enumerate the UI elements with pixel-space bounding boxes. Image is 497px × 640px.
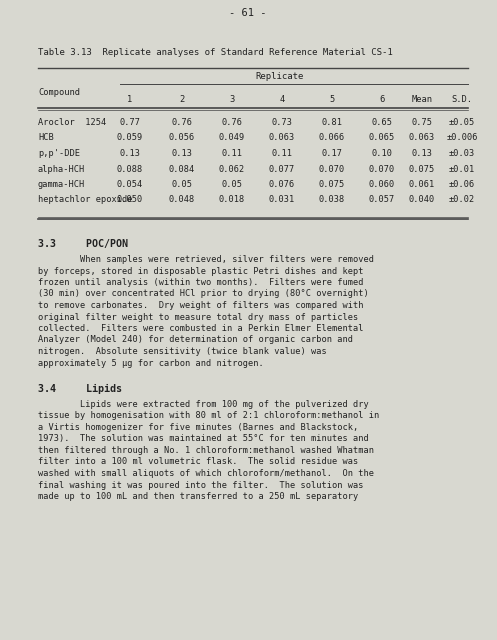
Text: 0.060: 0.060 [369,180,395,189]
Text: 0.050: 0.050 [117,195,143,205]
Text: heptachlor epoxide: heptachlor epoxide [38,195,133,205]
Text: ±0.06: ±0.06 [449,180,475,189]
Text: p,p'-DDE: p,p'-DDE [38,149,80,158]
Text: gamma-HCH: gamma-HCH [38,180,85,189]
Text: 0.76: 0.76 [222,118,243,127]
Text: 3: 3 [230,95,235,104]
Text: Lipids were extracted from 100 mg of the pulverized dry: Lipids were extracted from 100 mg of the… [38,400,369,409]
Text: ±0.03: ±0.03 [449,149,475,158]
Text: 0.05: 0.05 [171,180,192,189]
Text: 0.070: 0.070 [319,164,345,173]
Text: 0.018: 0.018 [219,195,245,205]
Text: (30 min) over concentrated HCl prior to drying (80°C overnight): (30 min) over concentrated HCl prior to … [38,289,369,298]
Text: ±0.02: ±0.02 [449,195,475,205]
Text: 0.13: 0.13 [119,149,141,158]
Text: a Virtis homogenizer for five minutes (Barnes and Blackstock,: a Virtis homogenizer for five minutes (B… [38,423,358,432]
Text: 0.049: 0.049 [219,134,245,143]
Text: 5: 5 [330,95,334,104]
Text: approximately 5 μg for carbon and nitrogen.: approximately 5 μg for carbon and nitrog… [38,358,264,367]
Text: 0.056: 0.056 [169,134,195,143]
Text: 0.13: 0.13 [412,149,432,158]
Text: 0.73: 0.73 [271,118,293,127]
Text: 0.13: 0.13 [171,149,192,158]
Text: Table 3.13  Replicate analyses of Standard Reference Material CS-1: Table 3.13 Replicate analyses of Standar… [38,48,393,57]
Text: 0.76: 0.76 [171,118,192,127]
Text: 1: 1 [127,95,133,104]
Text: 0.063: 0.063 [409,134,435,143]
Text: 0.11: 0.11 [222,149,243,158]
Text: 0.061: 0.061 [409,180,435,189]
Text: 0.048: 0.048 [169,195,195,205]
Text: 0.057: 0.057 [369,195,395,205]
Text: - 61 -: - 61 - [229,8,267,18]
Text: 0.070: 0.070 [369,164,395,173]
Text: 0.063: 0.063 [269,134,295,143]
Text: 3.4     Lipids: 3.4 Lipids [38,384,122,394]
Text: 0.075: 0.075 [409,164,435,173]
Text: 0.038: 0.038 [319,195,345,205]
Text: 0.065: 0.065 [369,134,395,143]
Text: 0.088: 0.088 [117,164,143,173]
Text: 0.077: 0.077 [269,164,295,173]
Text: to remove carbonates.  Dry weight of filters was compared with: to remove carbonates. Dry weight of filt… [38,301,363,310]
Text: 0.075: 0.075 [319,180,345,189]
Text: 0.076: 0.076 [269,180,295,189]
Text: tissue by homogenisation with 80 ml of 2:1 chloroform:methanol in: tissue by homogenisation with 80 ml of 2… [38,412,379,420]
Text: ±0.01: ±0.01 [449,164,475,173]
Text: 0.066: 0.066 [319,134,345,143]
Text: 0.75: 0.75 [412,118,432,127]
Text: 0.059: 0.059 [117,134,143,143]
Text: 0.040: 0.040 [409,195,435,205]
Text: Compound: Compound [38,88,80,97]
Text: 0.11: 0.11 [271,149,293,158]
Text: 0.81: 0.81 [322,118,342,127]
Text: 2: 2 [179,95,184,104]
Text: 6: 6 [379,95,385,104]
Text: then filtered through a No. 1 chloroform:methanol washed Whatman: then filtered through a No. 1 chloroform… [38,446,374,455]
Text: Aroclor  1254: Aroclor 1254 [38,118,106,127]
Text: 0.10: 0.10 [371,149,393,158]
Text: 0.05: 0.05 [222,180,243,189]
Text: alpha-HCH: alpha-HCH [38,164,85,173]
Text: 0.062: 0.062 [219,164,245,173]
Text: Mean: Mean [412,95,432,104]
Text: 0.65: 0.65 [371,118,393,127]
Text: ±0.05: ±0.05 [449,118,475,127]
Text: Replicate: Replicate [256,72,304,81]
Text: 3.3     POC/PON: 3.3 POC/PON [38,239,128,249]
Text: 0.77: 0.77 [119,118,141,127]
Text: 0.17: 0.17 [322,149,342,158]
Text: washed with small aliquots of which chloroform/methanol.  On the: washed with small aliquots of which chlo… [38,469,374,478]
Text: nitrogen.  Absolute sensitivity (twice blank value) was: nitrogen. Absolute sensitivity (twice bl… [38,347,327,356]
Text: final washing it was poured into the filter.  The solution was: final washing it was poured into the fil… [38,481,363,490]
Text: 0.031: 0.031 [269,195,295,205]
Text: S.D.: S.D. [451,95,473,104]
Text: 0.054: 0.054 [117,180,143,189]
Text: collected.  Filters were combusted in a Perkin Elmer Elemental: collected. Filters were combusted in a P… [38,324,363,333]
Text: original filter weight to measure total dry mass of particles: original filter weight to measure total … [38,312,358,321]
Text: 4: 4 [279,95,285,104]
Text: 0.084: 0.084 [169,164,195,173]
Text: by forceps, stored in disposable plastic Petri dishes and kept: by forceps, stored in disposable plastic… [38,266,363,275]
Text: Analyzer (Model 240) for determination of organic carbon and: Analyzer (Model 240) for determination o… [38,335,353,344]
Text: ±0.006: ±0.006 [446,134,478,143]
Text: filter into a 100 ml volumetric flask.  The solid residue was: filter into a 100 ml volumetric flask. T… [38,458,358,467]
Text: frozen until analysis (within two months).  Filters were fumed: frozen until analysis (within two months… [38,278,363,287]
Text: HCB: HCB [38,134,54,143]
Text: made up to 100 mL and then transferred to a 250 mL separatory: made up to 100 mL and then transferred t… [38,492,358,501]
Text: 1973).  The solution was maintained at 55°C for ten minutes and: 1973). The solution was maintained at 55… [38,435,369,444]
Text: When samples were retrieved, silver filters were removed: When samples were retrieved, silver filt… [38,255,374,264]
